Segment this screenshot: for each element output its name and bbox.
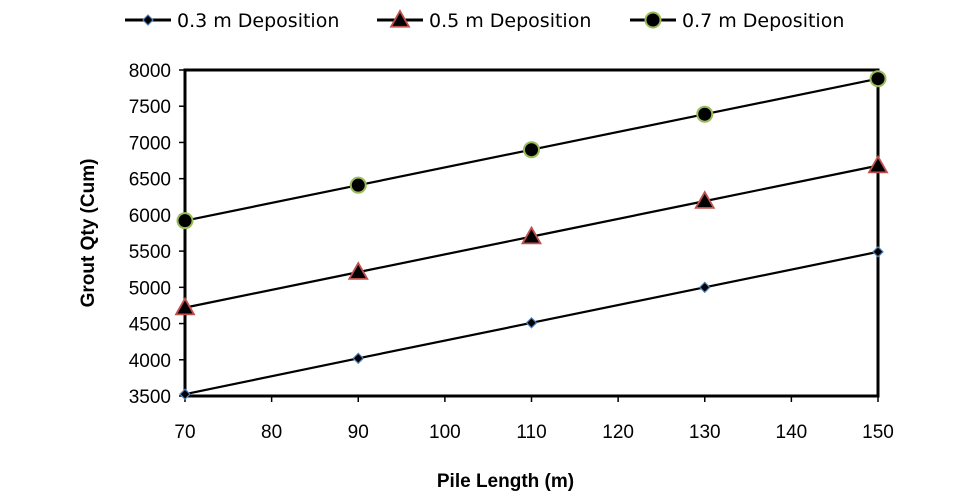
data-point	[174, 296, 196, 316]
data-point	[523, 141, 540, 159]
series-1	[179, 245, 884, 401]
legend: 0.3 m Deposition 0.5 m Deposition 0.7 m De…	[125, 9, 844, 32]
series-3	[176, 70, 887, 230]
data-point	[698, 281, 711, 294]
y-tick-label: 4000	[129, 351, 171, 372]
y-tick-label: 6500	[129, 170, 171, 191]
legend-item: 0.7 m Deposition	[630, 10, 844, 32]
y-tick-label: 7500	[129, 97, 171, 118]
x-tick-label: 90	[348, 422, 369, 443]
legend-label: 0.5 m Deposition	[429, 10, 591, 32]
data-point	[694, 190, 716, 209]
x-tick-label: 110	[516, 422, 546, 443]
y-tick-label: 3500	[129, 387, 171, 408]
series-2	[174, 154, 889, 316]
x-tick-label: 100	[429, 422, 461, 443]
data-point	[872, 245, 884, 258]
y-tick-label: 7000	[129, 133, 171, 154]
x-tick-label: 120	[602, 422, 634, 443]
y-axis-ticks: 3500 4000 4500 5000 5500 6000 6500 7000 7500 8000	[129, 61, 185, 408]
data-point	[869, 70, 887, 88]
x-tick-label: 150	[862, 422, 894, 443]
legend-label: 0.3 m Deposition	[177, 10, 339, 32]
data-point	[520, 225, 543, 245]
data-point	[176, 212, 194, 230]
data-point	[525, 316, 538, 329]
x-tick-label: 140	[776, 422, 808, 443]
legend-item: 0.5 m Deposition	[377, 9, 591, 32]
y-axis-title: Grout Qty (Cum)	[78, 159, 99, 308]
data-point	[696, 105, 714, 123]
y-tick-label: 5000	[129, 278, 171, 299]
x-tick-label: 70	[174, 422, 195, 443]
legend-marker	[644, 11, 662, 29]
y-tick-label: 8000	[129, 61, 171, 82]
legend-marker	[389, 9, 411, 28]
data-point	[352, 352, 365, 365]
data-point	[867, 154, 889, 174]
legend-label: 0.7 m Deposition	[682, 10, 844, 32]
x-axis-ticks: 70 80 90 100 110 120 130 140 150	[174, 396, 894, 443]
y-tick-label: 6000	[129, 206, 171, 227]
y-tick-label: 5500	[129, 242, 171, 263]
x-tick-label: 130	[689, 422, 721, 443]
legend-marker	[142, 14, 154, 26]
y-tick-label: 4500	[129, 315, 171, 336]
legend-item: 0.3 m Deposition	[125, 10, 339, 32]
data-point	[179, 388, 191, 401]
data-point	[347, 261, 369, 280]
x-tick-label: 80	[261, 422, 282, 443]
x-axis-title: Pile Length (m)	[437, 471, 574, 492]
data-point	[349, 176, 367, 194]
series-layer	[174, 70, 889, 401]
